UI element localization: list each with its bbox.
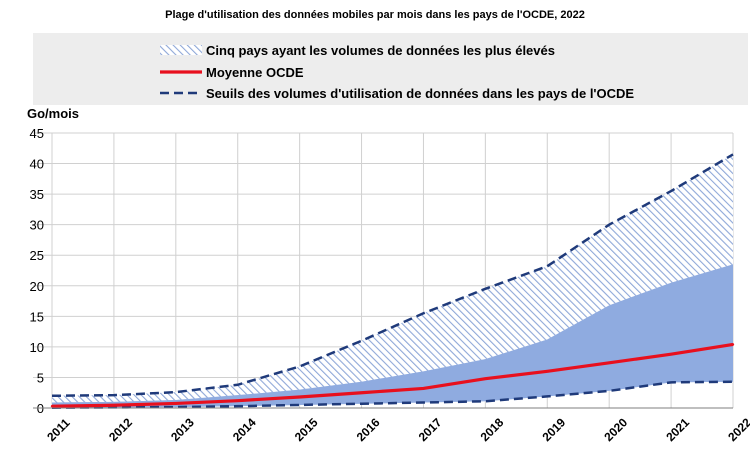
- y-axis: 051015202530354045: [30, 126, 44, 416]
- y-tick-label: 20: [30, 279, 44, 294]
- area-solid-fill: [52, 264, 733, 408]
- legend-label: Cinq pays ayant les volumes de données l…: [206, 43, 555, 58]
- x-tick-label: 2020: [601, 415, 630, 444]
- legend-label: Seuils des volumes d'utilisation de donn…: [206, 86, 634, 101]
- y-tick-label: 5: [37, 370, 44, 385]
- y-tick-label: 40: [30, 157, 44, 172]
- y-tick-label: 15: [30, 309, 44, 324]
- series-threshold-lower-line: [51, 380, 734, 409]
- x-tick-label: 2014: [230, 415, 259, 444]
- x-tick-label: 2015: [292, 415, 321, 444]
- avg-point-2019: [546, 370, 549, 373]
- x-tick-label: 2016: [354, 415, 383, 444]
- avg-point-2013: [174, 402, 178, 405]
- y-tick-label: 25: [30, 248, 44, 263]
- avg-point-2018: [484, 377, 487, 380]
- y-tick-label: 45: [30, 126, 44, 141]
- avg-point-2017: [422, 387, 425, 390]
- legend-swatch-hatched: [160, 45, 202, 55]
- x-tick-label: 2011: [44, 416, 73, 445]
- avg-point-2021: [669, 353, 673, 356]
- x-tick-label: 2013: [168, 415, 197, 444]
- x-tick-label: 2021: [663, 415, 692, 444]
- legend-background: [33, 33, 748, 105]
- chart-areas: [52, 154, 733, 408]
- y-tick-label: 10: [30, 340, 44, 355]
- legend: Cinq pays ayant les volumes de données l…: [160, 43, 634, 101]
- chart-title: Plage d'utilisation des données mobiles …: [165, 9, 585, 21]
- y-tick-label: 30: [30, 218, 44, 233]
- x-tick-label: 2022: [725, 415, 750, 444]
- legend-label: Moyenne OCDE: [206, 65, 304, 80]
- series-average-line: [51, 342, 734, 408]
- x-axis: 2011 2012 2013 2014 2015 2016 2017 2018 2019 2020…: [33, 407, 750, 445]
- chart-lines: [50, 153, 735, 409]
- y-axis-label: Go/mois: [27, 106, 79, 121]
- avg-point-2022: [731, 343, 735, 346]
- x-tick-label: 2019: [539, 415, 568, 444]
- avg-point-2011: [50, 404, 54, 408]
- area-top-five-hatched: [52, 154, 733, 403]
- avg-point-2012: [112, 404, 116, 407]
- series-threshold-upper-line: [51, 153, 734, 398]
- x-tick-label: 2012: [106, 415, 135, 444]
- x-tick-label: 2018: [478, 415, 507, 444]
- avg-point-2014: [236, 399, 239, 402]
- x-tick-label: 2017: [416, 415, 445, 444]
- avg-point-2020: [607, 361, 611, 364]
- y-tick-label: 35: [30, 187, 44, 202]
- avg-point-2016: [360, 391, 363, 394]
- avg-point-2015: [298, 395, 301, 399]
